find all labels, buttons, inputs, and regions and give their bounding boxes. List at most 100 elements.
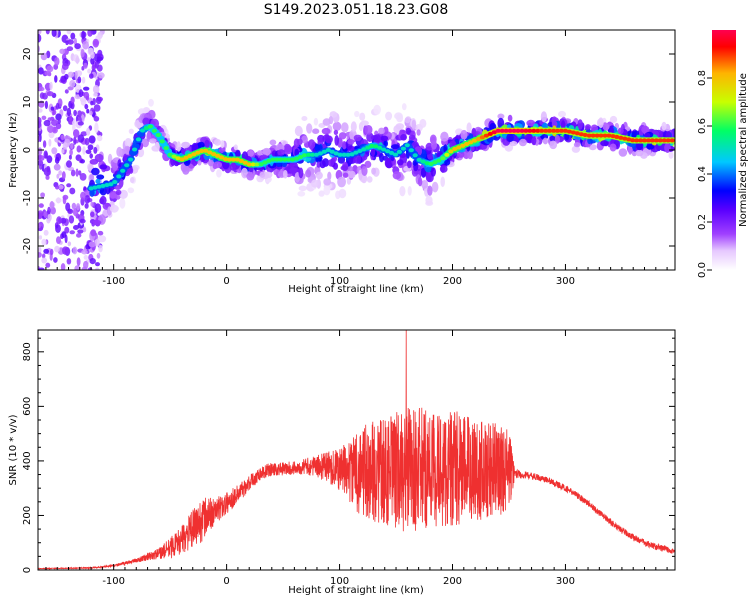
spectrogram-noise-blob <box>89 110 93 116</box>
spectrogram-blob <box>149 138 157 144</box>
spectrogram-ridge-peak <box>238 159 244 163</box>
spectrogram-blob <box>407 186 412 196</box>
spectrogram-ridge-peak <box>590 133 596 138</box>
spectrogram-ridge-peak <box>547 128 553 133</box>
spectrogram-noise-blob <box>72 246 78 255</box>
spectrogram-noise-blob <box>83 260 89 270</box>
spectrogram-ridge-peak <box>179 157 185 162</box>
spectrogram-blob <box>564 133 570 141</box>
spectrogram-noise-blob <box>95 96 102 105</box>
spectrogram-ridge-peak <box>92 185 98 190</box>
spectrogram-ridge-peak <box>396 149 402 154</box>
spectrogram-noise-blob <box>38 235 43 240</box>
snr-y-tick-label: 200 <box>22 506 33 525</box>
spectrogram-noise-blob <box>77 134 85 143</box>
spectrogram-noise-blob <box>47 206 51 215</box>
spectrogram-blob <box>119 189 128 199</box>
spectrogram-blob <box>405 127 412 135</box>
spectrogram-ridge-peak <box>365 145 371 150</box>
spectrogram-noise-blob <box>66 183 72 188</box>
spectrogram-noise-blob <box>62 246 69 255</box>
spectrogram-noise-blob <box>38 203 44 208</box>
spectrogram-noise-blob <box>43 248 50 254</box>
spectrogram-noise-blob <box>85 95 89 101</box>
spectrogram-blob <box>115 189 122 195</box>
spectrogram-blob <box>641 125 650 134</box>
spectrogram-blob <box>109 204 119 213</box>
spectrogram-noise-blob <box>68 215 75 224</box>
spectrogram-ridge-peak <box>175 156 181 161</box>
spectrogram-ridge-peak <box>400 146 406 151</box>
colorbar-tick-label: 0.0 <box>697 262 708 278</box>
spectrogram-blob <box>102 209 109 217</box>
spectrogram-blob <box>444 158 451 166</box>
spectrogram-ridge-peak <box>373 144 379 149</box>
spectrogram-noise-blob <box>69 115 73 124</box>
spectrogram-x-tick-label: 200 <box>443 276 462 287</box>
spectrogram-blob <box>197 160 202 166</box>
spectrogram-noise-blob <box>73 136 77 145</box>
spectrogram-blob <box>128 128 134 134</box>
spectrogram-blob <box>97 235 107 243</box>
spectrogram-blob <box>333 129 339 135</box>
spectrogram-blob <box>313 117 319 126</box>
spectrogram-noise-blob <box>43 229 49 236</box>
spectrogram-noise-blob <box>96 56 103 62</box>
spectrogram-noise-blob <box>65 202 71 212</box>
spectrogram-ridge-peak <box>104 183 110 187</box>
spectrogram-blob <box>354 110 360 118</box>
spectrogram-blob <box>301 116 308 121</box>
spectrogram-blob <box>379 152 384 163</box>
spectrogram-noise-blob <box>84 103 89 110</box>
spectrogram-blob <box>216 169 222 178</box>
spectrogram-blob <box>294 125 303 137</box>
spectrogram-ridge-peak <box>495 128 501 133</box>
spectrogram-ridge-peak <box>634 138 640 143</box>
spectrogram-blob <box>99 195 107 205</box>
spectrogram-ridge-peak <box>464 142 470 146</box>
snr-x-tick-label: 0 <box>223 576 229 587</box>
spectrogram-noise-blob <box>93 146 98 154</box>
spectrogram-noise-blob <box>74 43 81 50</box>
spectrogram-ridge-peak <box>460 143 466 148</box>
spectrogram-noise-blob <box>53 257 58 263</box>
spectrogram-noise-blob <box>78 89 84 98</box>
spectrogram-blob <box>506 133 514 143</box>
spectrogram-ridge-peak <box>325 148 331 152</box>
colorbar-tick-label: 0.2 <box>697 214 708 230</box>
spectrogram-noise-blob <box>93 40 99 46</box>
spectrogram-noise-blob <box>43 150 48 159</box>
spectrogram-noise-blob <box>47 125 54 133</box>
spectrogram-ridge-peak <box>357 149 363 153</box>
spectrogram-noise-blob <box>92 85 100 94</box>
spectrogram-noise-blob <box>79 218 86 224</box>
spectrogram-ridge-peak <box>440 156 446 161</box>
spectrogram-ridge-peak <box>385 149 391 154</box>
spectrogram-ridge-peak <box>539 128 545 133</box>
spectrogram-blob <box>402 103 407 111</box>
spectrogram-blob <box>427 185 433 196</box>
spectrogram-noise-blob <box>42 140 47 148</box>
spectrogram-ridge-peak <box>638 138 644 143</box>
spectrogram-blob <box>385 157 394 169</box>
spectrogram-blob <box>88 241 96 248</box>
spectrogram-blob <box>219 146 226 154</box>
spectrogram-blob <box>457 151 465 158</box>
spectrogram-ridge-peak <box>222 157 229 162</box>
spectrogram-noise-blob <box>69 149 73 156</box>
snr-x-tick-label: 200 <box>443 576 462 587</box>
spectrogram-ridge-peak <box>499 128 505 133</box>
spectrogram-blob <box>644 132 651 139</box>
spectrogram-blob <box>347 166 354 172</box>
spectrogram-blob <box>558 110 566 118</box>
spectrogram-ridge-peak <box>333 151 339 156</box>
spectrogram-ridge-peak <box>305 152 312 157</box>
spectrogram-noise-blob <box>66 160 72 168</box>
spectrogram-blob <box>197 141 205 149</box>
spectrogram-noise-blob <box>85 149 92 155</box>
spectrogram-blob <box>141 138 149 148</box>
spectrogram-noise-blob <box>84 195 91 204</box>
spectrogram-noise-blob <box>75 55 79 65</box>
spectrogram-noise-blob <box>70 169 76 177</box>
spectrogram-noise-blob <box>44 100 49 110</box>
